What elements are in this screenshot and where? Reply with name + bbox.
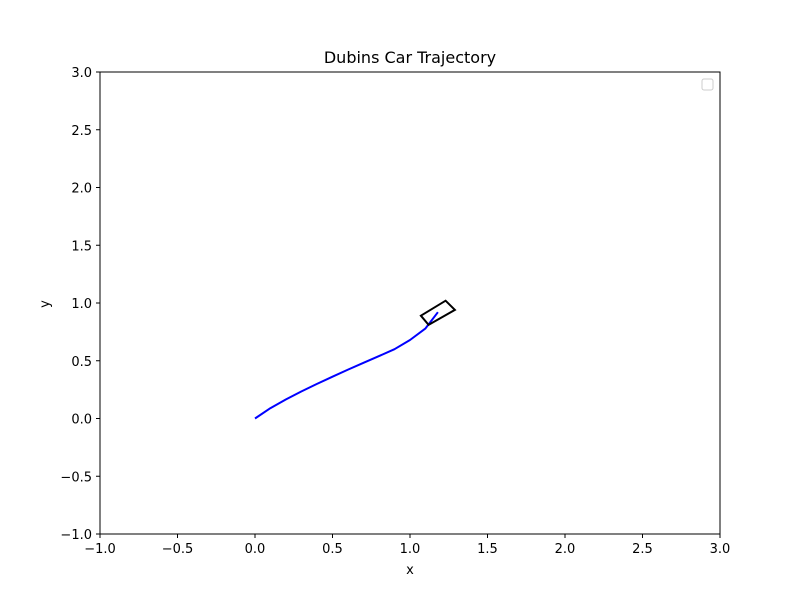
- x-axis-label: x: [406, 563, 414, 578]
- x-tick-label: −1.0: [84, 542, 116, 557]
- legend-box: [701, 78, 714, 91]
- y-tick-label: 2.0: [71, 182, 92, 197]
- y-tick-label: 0.5: [71, 355, 92, 370]
- plot-area: −1.0 −0.5 0.0 0.5 1.0 1.5 2.0 2.5 3.0 −1.0 −0.5 0.0…: [60, 66, 730, 557]
- y-axis-label: y: [38, 300, 53, 308]
- y-tick-label: 2.5: [71, 124, 92, 139]
- chart-title: Dubins Car Trajectory: [324, 48, 496, 67]
- x-tick-label: 0.0: [245, 542, 266, 557]
- x-tick-label: 2.0: [555, 542, 576, 557]
- x-tick-label: 1.5: [477, 542, 498, 557]
- trajectory-line: [254, 311, 439, 420]
- y-tick-label: −0.5: [60, 470, 92, 485]
- car-outline: [419, 299, 457, 327]
- x-tick-label: −0.5: [162, 542, 194, 557]
- axes-frame: [99, 71, 721, 535]
- x-tick-label: 0.5: [322, 542, 343, 557]
- y-tick-label: 0.0: [71, 413, 92, 428]
- y-tick-label: 1.0: [71, 297, 92, 312]
- x-tick-label: 2.5: [632, 542, 653, 557]
- y-tick-label: 3.0: [71, 66, 92, 81]
- x-tick-label: 3.0: [710, 542, 731, 557]
- y-tick-label: −1.0: [60, 528, 92, 543]
- x-tick-label: 1.0: [400, 542, 421, 557]
- y-tick-label: 1.5: [71, 239, 92, 254]
